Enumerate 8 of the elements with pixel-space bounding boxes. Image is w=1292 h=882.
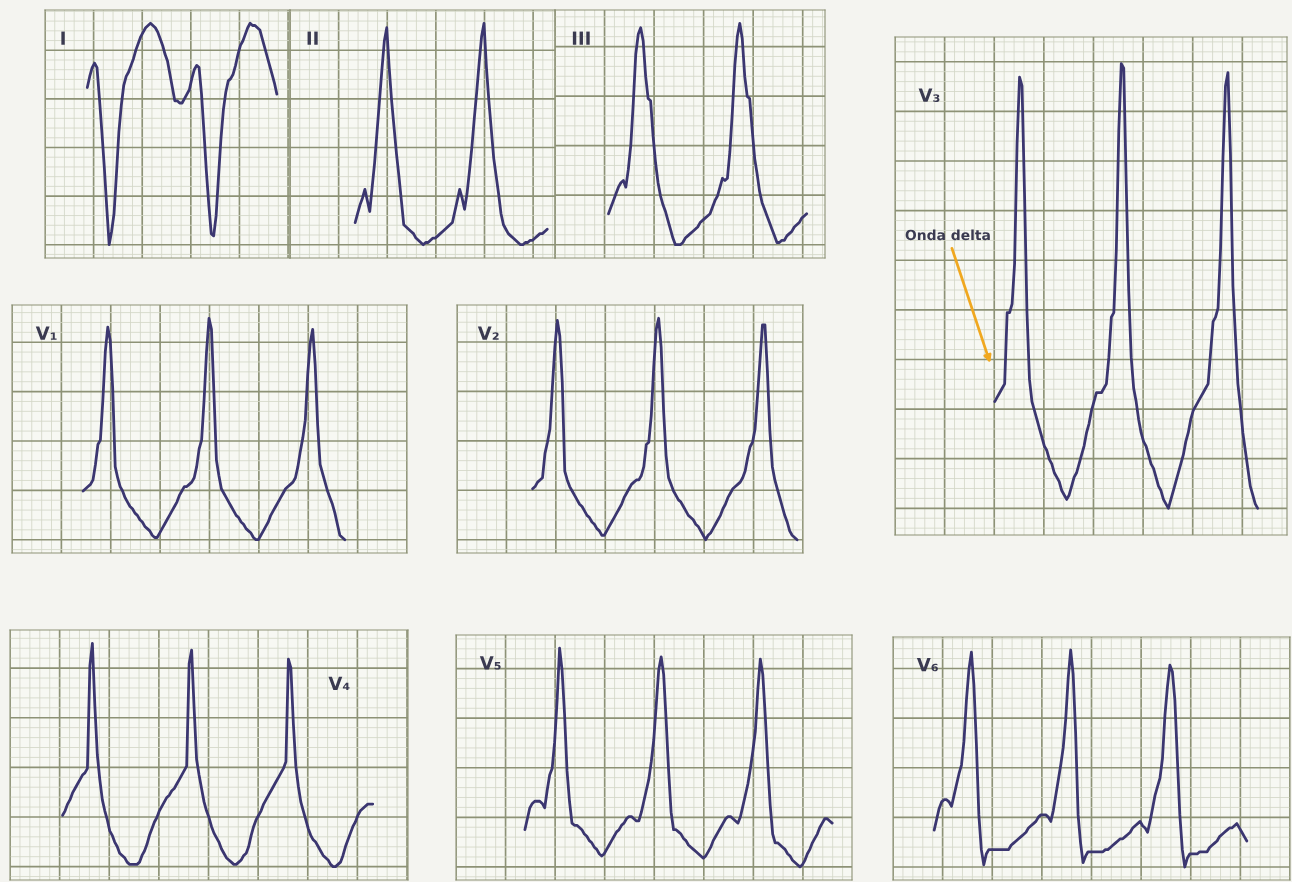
text: V₄ xyxy=(328,676,350,691)
chart-title: II xyxy=(307,31,318,45)
chart-title: III xyxy=(572,31,590,45)
text: V₃ xyxy=(918,88,940,102)
chart-title: V₂ xyxy=(477,326,499,340)
chart-title: V₅ xyxy=(479,656,501,670)
chart-title: I xyxy=(61,31,65,45)
chart-title: V₁ xyxy=(35,326,57,340)
